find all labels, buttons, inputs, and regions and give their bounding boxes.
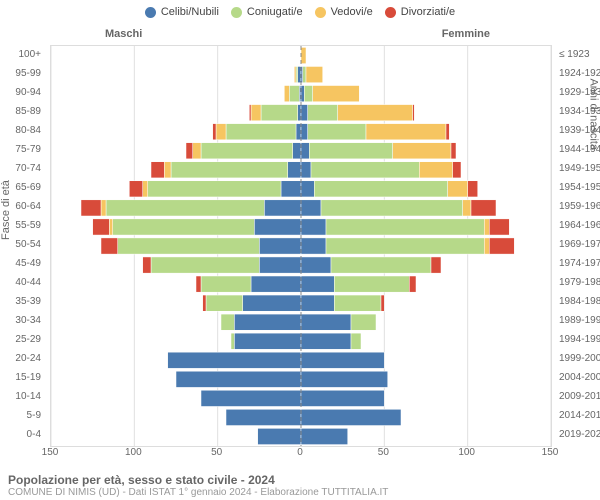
population-pyramid-chart: Celibi/Nubili Coniugati/e Vedovi/e Divorzia… [0, 0, 600, 500]
age-label: 60-64 [0, 202, 41, 212]
legend-item: Divorziati/e [385, 6, 455, 18]
year-label: ≤ 1923 [559, 50, 600, 60]
chart-title: Popolazione per età, sesso e stato civil… [8, 473, 388, 487]
age-label: 80-84 [0, 126, 41, 136]
x-tick: 50 [378, 447, 389, 458]
year-label: 1974-1978 [559, 259, 600, 269]
year-label: 1984-1988 [559, 297, 600, 307]
year-label: 2019-2023 [559, 430, 600, 440]
year-label: 1954-1958 [559, 183, 600, 193]
age-label: 10-14 [0, 392, 41, 402]
plot-area [50, 45, 552, 447]
x-tick: 50 [211, 447, 222, 458]
legend-item: Celibi/Nubili [145, 6, 219, 18]
age-label: 100+ [0, 50, 41, 60]
x-tick: 150 [42, 447, 59, 458]
year-label: 1949-1953 [559, 164, 600, 174]
age-label: 85-89 [0, 107, 41, 117]
year-labels: 2019-2023 2014-2018 2009-2013 2004-2008 1999… [555, 45, 600, 445]
header-males: Maschi [105, 28, 142, 40]
bars-svg [51, 46, 551, 446]
age-label: 45-49 [0, 259, 41, 269]
year-label: 1969-1973 [559, 240, 600, 250]
age-label: 25-29 [0, 335, 41, 345]
footer: Popolazione per età, sesso e stato civil… [8, 473, 388, 498]
age-label: 40-44 [0, 278, 41, 288]
x-tick: 150 [542, 447, 559, 458]
legend-item: Coniugati/e [231, 6, 303, 18]
age-label: 65-69 [0, 183, 41, 193]
age-label: 70-74 [0, 164, 41, 174]
year-label: 1994-1998 [559, 335, 600, 345]
age-label: 15-19 [0, 373, 41, 383]
year-label: 1959-1963 [559, 202, 600, 212]
year-label: 1934-1938 [559, 107, 600, 117]
year-label: 1929-1933 [559, 88, 600, 98]
age-label: 30-34 [0, 316, 41, 326]
year-label: 2004-2008 [559, 373, 600, 383]
age-label: 0-4 [0, 430, 41, 440]
year-label: 1939-1943 [559, 126, 600, 136]
x-tick: 0 [297, 447, 303, 458]
age-labels: 0-4 5-9 10-14 15-19 20-24 25-29 30-34 35-39 40-4… [0, 45, 45, 445]
header-females: Femmine [442, 28, 490, 40]
age-label: 20-24 [0, 354, 41, 364]
x-axis-ticks: 15010050050100150 [50, 447, 550, 467]
year-label: 1989-1993 [559, 316, 600, 326]
age-label: 95-99 [0, 69, 41, 79]
year-label: 2009-2013 [559, 392, 600, 402]
age-label: 50-54 [0, 240, 41, 250]
year-label: 1999-2003 [559, 354, 600, 364]
year-label: 1964-1968 [559, 221, 600, 231]
age-label: 75-79 [0, 145, 41, 155]
year-label: 1944-1948 [559, 145, 600, 155]
x-tick: 100 [458, 447, 475, 458]
age-label: 35-39 [0, 297, 41, 307]
age-label: 5-9 [0, 411, 41, 421]
year-label: 1924-1928 [559, 69, 600, 79]
chart-subtitle: COMUNE DI NIMIS (UD) - Dati ISTAT 1° gen… [8, 487, 388, 498]
year-label: 1979-1983 [559, 278, 600, 288]
legend-item: Vedovi/e [315, 6, 373, 18]
x-tick: 100 [125, 447, 142, 458]
legend: Celibi/Nubili Coniugati/e Vedovi/e Divorzia… [0, 6, 600, 21]
age-label: 90-94 [0, 88, 41, 98]
year-label: 2014-2018 [559, 411, 600, 421]
age-label: 55-59 [0, 221, 41, 231]
